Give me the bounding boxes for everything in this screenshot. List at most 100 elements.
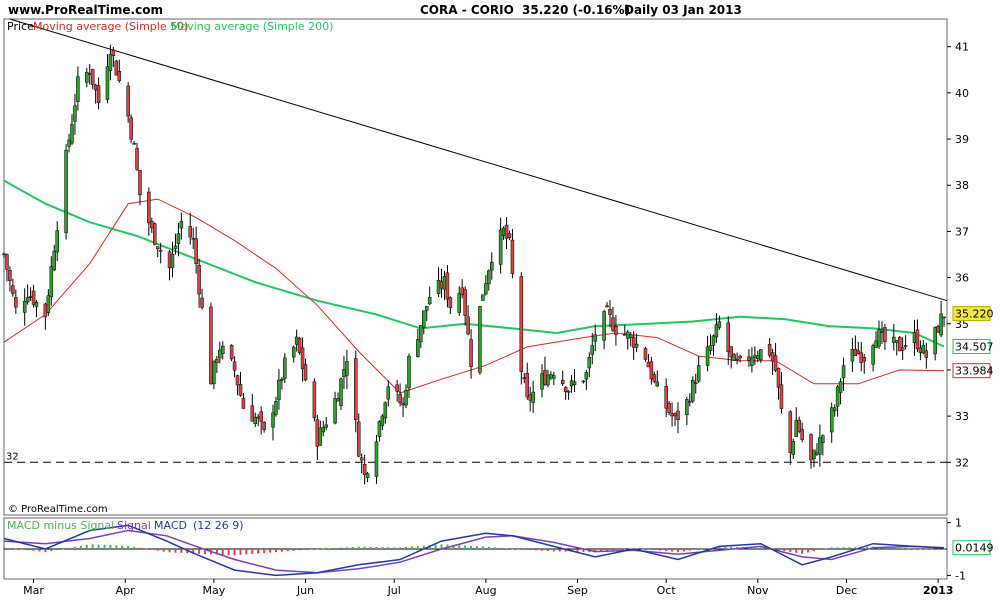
candle-body xyxy=(776,368,781,388)
candle-body xyxy=(897,337,902,352)
candle-body xyxy=(504,224,509,239)
candle-body xyxy=(605,305,609,308)
candle-body xyxy=(445,272,450,300)
legend-ma200: Moving average (Simple 200) xyxy=(171,20,333,33)
macd-histogram-bar xyxy=(233,549,236,556)
candle-body xyxy=(918,347,923,353)
candle-body xyxy=(407,355,411,389)
macd-histogram-bar xyxy=(854,546,857,549)
candle-body xyxy=(232,361,237,371)
candle-body xyxy=(478,306,482,373)
macd-histogram-bar xyxy=(807,549,810,553)
macd-histogram-bar xyxy=(499,547,502,549)
candle-body xyxy=(936,325,940,333)
date-tick-label: Oct xyxy=(657,584,677,597)
candle-body xyxy=(584,372,589,380)
candle-body xyxy=(138,170,142,196)
ma50-line xyxy=(3,198,945,394)
candle-body xyxy=(552,375,556,379)
macd-histogram-bar xyxy=(239,549,242,555)
candle-body xyxy=(560,379,565,384)
candle-body xyxy=(153,223,157,245)
macd-histogram-bar xyxy=(410,546,413,549)
date-tick-label: May xyxy=(203,584,226,597)
macd-histogram-bar xyxy=(263,549,266,554)
macd-histogram-bar xyxy=(836,547,839,549)
candle-body xyxy=(625,331,630,339)
macd-histogram-bar xyxy=(901,548,904,549)
candle-body xyxy=(25,297,30,303)
macd-histogram-bar xyxy=(322,548,325,550)
macd-histogram-bar xyxy=(647,549,650,550)
candle-body xyxy=(856,350,861,354)
macd-histogram-bar xyxy=(830,547,833,549)
macd-histogram-bar xyxy=(937,548,940,550)
candle-body xyxy=(643,348,648,360)
candles xyxy=(2,44,946,485)
candle-body xyxy=(132,143,136,145)
candle-body xyxy=(563,387,568,392)
candle-body xyxy=(85,72,89,83)
candle-body xyxy=(386,386,391,400)
macd-histogram-bar xyxy=(227,549,230,556)
candle-body xyxy=(14,297,18,308)
candle-body xyxy=(167,251,172,269)
legend-ma50: Moving average (Simple 50) xyxy=(33,20,188,33)
candle-body xyxy=(262,422,266,430)
date-tick-label: 2013 xyxy=(923,584,954,597)
macd-histogram-bar xyxy=(381,547,384,549)
candle-body xyxy=(832,407,837,412)
candle-body xyxy=(365,473,370,478)
candle-body xyxy=(531,391,535,403)
candle-body xyxy=(549,374,553,379)
legend-price: Price xyxy=(7,20,34,33)
macd-axis: 1 -1 0.0149 xyxy=(947,517,994,582)
candle-body xyxy=(667,403,671,413)
candle-body xyxy=(401,403,405,406)
candle-body xyxy=(942,316,946,319)
candle-body xyxy=(812,449,816,460)
macd-histogram-bar xyxy=(517,549,520,550)
macd-histogram-bar xyxy=(138,547,141,549)
macd-histogram-bar xyxy=(180,549,183,553)
macd-histogram-bar xyxy=(724,546,727,549)
candle-body xyxy=(383,402,388,419)
candle-body xyxy=(670,413,674,417)
price-tick-label: 33 xyxy=(955,410,969,423)
candle-body xyxy=(779,384,784,409)
macd-histogram-bar xyxy=(694,549,697,550)
candle-body xyxy=(528,394,532,401)
macd-histogram-bar xyxy=(144,548,147,550)
candle-body xyxy=(374,441,379,477)
price-tick-label: 36 xyxy=(955,272,969,285)
signal-line xyxy=(3,529,945,574)
macd-histogram-bar xyxy=(629,548,632,550)
macd-histogram-bar xyxy=(162,549,165,552)
macd-histogram-bar xyxy=(339,547,342,549)
price-panel-frame xyxy=(3,18,948,516)
macd-histogram-bar xyxy=(38,549,41,552)
candle-body xyxy=(215,358,219,363)
candle-body xyxy=(250,405,255,422)
candle-body xyxy=(108,54,113,71)
macd-histogram-bar xyxy=(440,544,443,549)
candle-body xyxy=(114,60,119,76)
macd-histogram-bar xyxy=(103,544,106,549)
macd-histogram-bar xyxy=(895,547,898,549)
period-date: Daily 03 Jan 2013 xyxy=(624,3,742,17)
candle-body xyxy=(235,375,240,386)
macd-histogram-bar xyxy=(422,545,425,549)
candle-body xyxy=(623,333,627,336)
macd-histogram-bar xyxy=(907,548,910,550)
candle-body xyxy=(439,281,444,289)
candle-body xyxy=(126,85,130,117)
macd-histogram-bar xyxy=(824,548,827,550)
candle-body xyxy=(238,384,243,396)
candle-body xyxy=(283,357,287,379)
date-tick-label: Jul xyxy=(387,584,401,597)
candle-body xyxy=(200,297,204,308)
candle-body xyxy=(354,358,358,420)
candle-body xyxy=(404,389,408,406)
price-tick-label: 38 xyxy=(955,179,969,192)
